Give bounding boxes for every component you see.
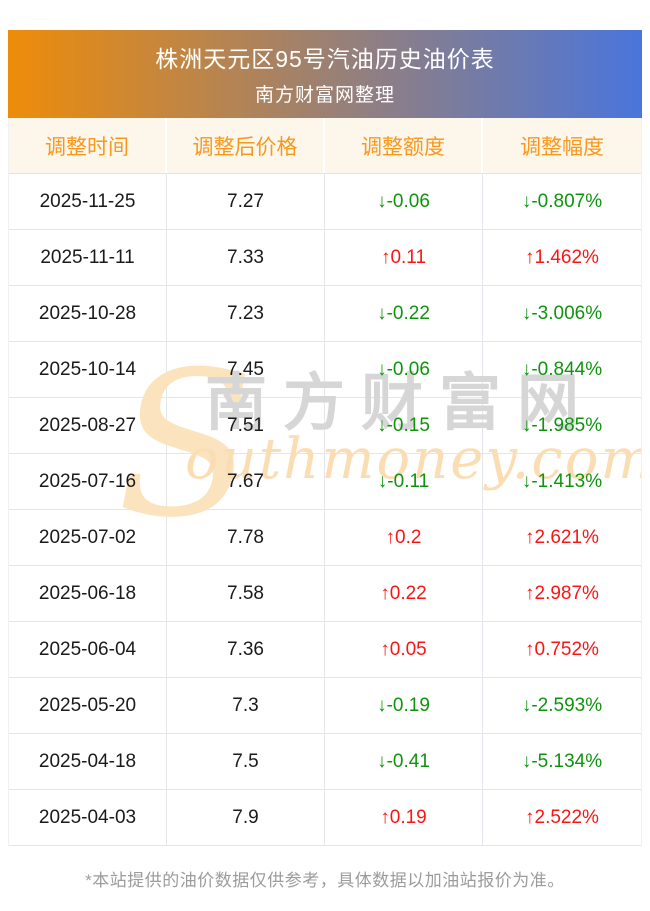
- table-row: 2025-10-14 7.45 ↓-0.06 ↓-0.844%: [9, 342, 641, 398]
- cell-adjust-amount: ↓-0.15: [325, 398, 483, 453]
- table-header-row: 调整时间 调整后价格 调整额度 调整幅度: [9, 118, 641, 174]
- cell-adjust-rate: ↓-1.413%: [521, 470, 603, 492]
- cell-adjust-rate: ↑1.462%: [525, 246, 599, 268]
- cell-price-after: 7.5: [167, 734, 325, 789]
- cell-adjust-rate: ↑2.987%: [525, 582, 599, 604]
- disclaimer-note: *本站提供的油价数据仅供参考，具体数据以加油站报价为准。: [85, 871, 565, 890]
- cell-adjust-amount: ↓-0.41: [325, 734, 483, 789]
- cell-price-after: 7.27: [167, 174, 325, 229]
- table-row: 2025-06-18 7.58 ↑0.22 ↑2.987%: [9, 566, 641, 622]
- cell-price-after: 7.9: [167, 790, 325, 845]
- cell-price-after: 7.45: [167, 342, 325, 397]
- table-row: 2025-05-20 7.3 ↓-0.19 ↓-2.593%: [9, 678, 641, 734]
- table-body: 2025-11-25 7.27 ↓-0.06 ↓-0.807% 2025-11-…: [9, 174, 641, 846]
- title-banner: 株洲天元区95号汽油历史油价表 南方财富网整理: [8, 30, 642, 118]
- cell-adjust-date: 2025-07-02: [9, 510, 167, 565]
- cell-adjust-date: 2025-05-20: [9, 678, 167, 733]
- cell-adjust-date: 2025-06-18: [9, 566, 167, 621]
- cell-price-after: 7.36: [167, 622, 325, 677]
- cell-adjust-amount: ↓-0.22: [325, 286, 483, 341]
- cell-price-after: 7.33: [167, 230, 325, 285]
- table-row: 2025-07-02 7.78 ↑0.2 ↑2.621%: [9, 510, 641, 566]
- table-row: 2025-04-18 7.5 ↓-0.41 ↓-5.134%: [9, 734, 641, 790]
- cell-price-after: 7.78: [167, 510, 325, 565]
- table-row: 2025-11-25 7.27 ↓-0.06 ↓-0.807%: [9, 174, 641, 230]
- page-title: 株洲天元区95号汽油历史油价表: [155, 46, 495, 72]
- table-row: 2025-04-03 7.9 ↑0.19 ↑2.522%: [9, 790, 641, 846]
- cell-adjust-rate: ↑0.752%: [525, 638, 599, 660]
- table-row: 2025-10-28 7.23 ↓-0.22 ↓-3.006%: [9, 286, 641, 342]
- column-header-price-after: 调整后价格: [167, 118, 325, 173]
- table-row: 2025-06-04 7.36 ↑0.05 ↑0.752%: [9, 622, 641, 678]
- cell-adjust-date: 2025-08-27: [9, 398, 167, 453]
- cell-adjust-rate: ↑2.621%: [525, 526, 599, 548]
- cell-adjust-rate: ↓-0.807%: [521, 190, 603, 212]
- cell-adjust-date: 2025-10-28: [9, 286, 167, 341]
- cell-price-after: 7.23: [167, 286, 325, 341]
- cell-price-after: 7.3: [167, 678, 325, 733]
- cell-adjust-date: 2025-07-16: [9, 454, 167, 509]
- column-header-adjust-time: 调整时间: [9, 118, 167, 173]
- cell-adjust-date: 2025-11-11: [9, 230, 167, 285]
- column-header-adjust-rate: 调整幅度: [520, 135, 604, 159]
- cell-adjust-amount: ↓-0.11: [325, 454, 483, 509]
- cell-adjust-amount: ↑0.22: [325, 566, 483, 621]
- cell-adjust-amount: ↑0.2: [325, 510, 483, 565]
- cell-price-after: 7.67: [167, 454, 325, 509]
- cell-adjust-date: 2025-04-03: [9, 790, 167, 845]
- cell-adjust-amount: ↓-0.06: [325, 174, 483, 229]
- column-header-adjust-amount: 调整额度: [325, 118, 483, 173]
- cell-adjust-rate: ↓-3.006%: [521, 302, 603, 324]
- cell-adjust-date: 2025-11-25: [9, 174, 167, 229]
- cell-adjust-rate: ↓-1.985%: [521, 414, 603, 436]
- page-subtitle: 南方财富网整理: [254, 85, 395, 106]
- cell-adjust-amount: ↑0.05: [325, 622, 483, 677]
- price-history-table: 调整时间 调整后价格 调整额度 调整幅度 2025-11-25 7.27 ↓-0…: [8, 118, 642, 846]
- cell-price-after: 7.51: [167, 398, 325, 453]
- cell-adjust-rate: ↓-5.134%: [521, 750, 603, 772]
- cell-adjust-rate: ↓-0.844%: [521, 358, 603, 380]
- table-row: 2025-11-11 7.33 ↑0.11 ↑1.462%: [9, 230, 641, 286]
- cell-adjust-date: 2025-06-04: [9, 622, 167, 677]
- cell-adjust-amount: ↑0.11: [325, 230, 483, 285]
- table-row: 2025-08-27 7.51 ↓-0.15 ↓-1.985%: [9, 398, 641, 454]
- cell-adjust-date: 2025-04-18: [9, 734, 167, 789]
- table-row: 2025-07-16 7.67 ↓-0.11 ↓-1.413%: [9, 454, 641, 510]
- cell-adjust-rate: ↑2.522%: [525, 806, 599, 828]
- cell-adjust-amount: ↓-0.06: [325, 342, 483, 397]
- cell-adjust-rate: ↓-2.593%: [521, 694, 603, 716]
- cell-price-after: 7.58: [167, 566, 325, 621]
- cell-adjust-date: 2025-10-14: [9, 342, 167, 397]
- cell-adjust-amount: ↓-0.19: [325, 678, 483, 733]
- cell-adjust-amount: ↑0.19: [325, 790, 483, 845]
